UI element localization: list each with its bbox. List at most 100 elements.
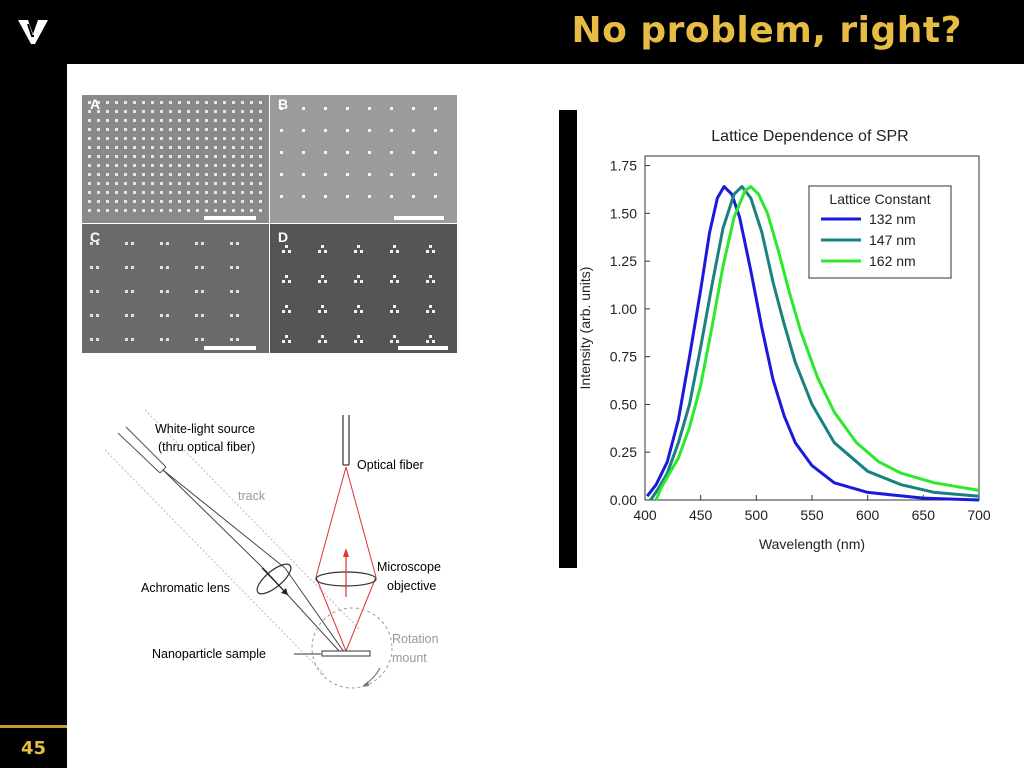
particle-dot <box>124 155 127 158</box>
particle-dot <box>321 305 324 308</box>
particle-dot <box>250 110 253 113</box>
particle-dot <box>97 119 100 122</box>
legend-box <box>808 185 952 279</box>
particle-dot <box>302 195 305 198</box>
particle-dot <box>187 191 190 194</box>
particle-dot <box>223 200 226 203</box>
particle-dot <box>214 209 217 212</box>
particle-dot <box>142 182 145 185</box>
particle-dot <box>115 119 118 122</box>
particle-dot <box>318 280 321 283</box>
particle-dot <box>196 173 199 176</box>
particle-dot <box>426 340 429 343</box>
particle-dot <box>187 164 190 167</box>
particle-dot <box>151 164 154 167</box>
particle-dot <box>201 314 204 317</box>
slide-number: 45 <box>20 738 47 759</box>
particle-dot <box>169 146 172 149</box>
particle-dot <box>96 314 99 317</box>
particle-dot <box>324 310 327 313</box>
particle-dot <box>160 314 163 317</box>
particle-dot <box>302 129 305 132</box>
particle-dot <box>88 155 91 158</box>
particle-dot <box>115 191 118 194</box>
particle-dot <box>390 173 393 176</box>
panel-label-a: A <box>90 96 100 112</box>
particle-dot <box>88 137 91 140</box>
particle-dot <box>90 242 93 245</box>
particle-dot <box>178 164 181 167</box>
particle-dot <box>178 110 181 113</box>
particle-dot <box>106 110 109 113</box>
optical-fiber-tube <box>342 415 350 466</box>
particle-dot <box>115 101 118 104</box>
particle-dot <box>302 173 305 176</box>
particle-dot <box>280 151 283 154</box>
particle-dot <box>288 250 291 253</box>
particle-dot <box>124 200 127 203</box>
x-tick-label: 600 <box>856 507 880 523</box>
particle-dot <box>124 209 127 212</box>
particle-dot <box>160 128 163 131</box>
particle-dot <box>205 200 208 203</box>
particle-dot <box>196 200 199 203</box>
particle-dot <box>236 290 239 293</box>
particle-dot <box>96 290 99 293</box>
particle-dot <box>96 242 99 245</box>
particle-dot <box>393 335 396 338</box>
particle-dot <box>390 340 393 343</box>
achromatic-lens-label: Achromatic lens <box>141 581 230 595</box>
particle-dot <box>250 101 253 104</box>
particle-dot <box>205 191 208 194</box>
particle-dot <box>236 314 239 317</box>
particle-dot <box>396 250 399 253</box>
particle-dot <box>97 110 100 113</box>
particle-dot <box>390 129 393 132</box>
particle-dot <box>97 200 100 203</box>
particle-dot <box>288 340 291 343</box>
particle-dot <box>250 182 253 185</box>
particle-dot <box>178 119 181 122</box>
particle-dot <box>142 164 145 167</box>
particle-dot <box>280 195 283 198</box>
particle-dot <box>160 200 163 203</box>
particle-dot <box>196 137 199 140</box>
particle-dot <box>151 173 154 176</box>
particle-dot <box>205 119 208 122</box>
particle-dot <box>166 266 169 269</box>
particle-dot <box>142 209 145 212</box>
particle-dot <box>187 110 190 113</box>
particle-dot <box>124 191 127 194</box>
particle-dot <box>142 191 145 194</box>
particle-dot <box>124 110 127 113</box>
particle-dot <box>124 164 127 167</box>
particle-dot <box>259 173 262 176</box>
particle-dot <box>232 182 235 185</box>
particle-dot <box>390 310 393 313</box>
panel-label-b: B <box>278 96 288 112</box>
particle-dot <box>434 129 437 132</box>
particle-dot <box>236 266 239 269</box>
particle-dot <box>178 137 181 140</box>
particle-dot <box>259 101 262 104</box>
particle-dot <box>280 107 283 110</box>
particle-dot <box>354 280 357 283</box>
particle-dot <box>282 280 285 283</box>
particle-dot <box>96 266 99 269</box>
particle-dot <box>302 107 305 110</box>
particle-dot <box>429 305 432 308</box>
particle-dot <box>346 195 349 198</box>
y-tick-label: 1.50 <box>610 205 637 221</box>
particle-dot <box>142 119 145 122</box>
particle-dot <box>166 314 169 317</box>
particle-dot <box>360 280 363 283</box>
particle-dot <box>133 119 136 122</box>
y-axis-label: Intensity (arb. units) <box>577 267 593 390</box>
particle-dot <box>288 280 291 283</box>
particle-dot <box>115 200 118 203</box>
particle-dot <box>324 340 327 343</box>
particle-dot <box>318 340 321 343</box>
light-source-sublabel: (thru optical fiber) <box>158 440 255 454</box>
particle-dot <box>357 245 360 248</box>
particle-dot <box>151 200 154 203</box>
